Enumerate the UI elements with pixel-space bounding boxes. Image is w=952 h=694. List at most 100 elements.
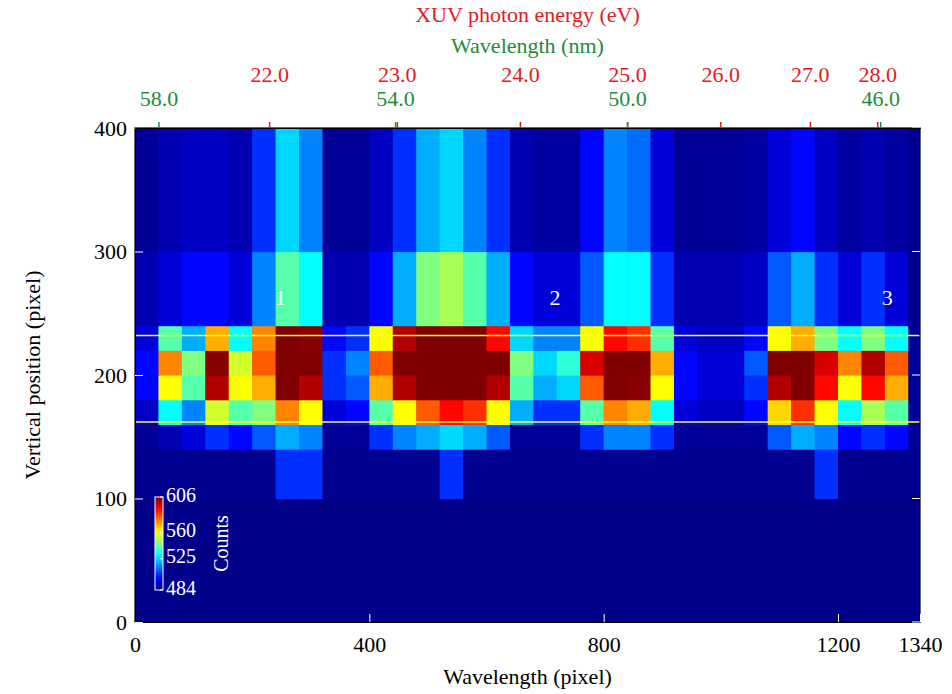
heatmap-cell	[557, 350, 581, 375]
heatmap-cell	[322, 326, 346, 351]
heatmap-cell	[510, 424, 534, 449]
heatmap-cell	[135, 128, 159, 252]
heatmap-cell	[744, 128, 768, 252]
heatmap-cell	[276, 128, 300, 252]
colorbar-title: Counts	[210, 515, 232, 572]
heatmap-cell	[557, 128, 581, 252]
x-tick-label: 0	[130, 632, 141, 657]
heatmap-cell	[322, 350, 346, 375]
heatmap-cell	[322, 375, 346, 400]
heatmap-cell	[416, 449, 440, 499]
heatmap-cell	[393, 424, 417, 449]
heatmap-cell	[393, 375, 417, 400]
colorbar-tick-label: 560	[166, 519, 196, 541]
heatmap-cell	[486, 350, 510, 375]
heatmap-cell	[744, 350, 768, 375]
heatmap-cell	[393, 252, 417, 327]
heatmap-cell	[158, 424, 182, 449]
top-tick-label: 28.0	[858, 62, 897, 87]
heatmap-cell	[533, 350, 557, 375]
heatmap-cell	[346, 326, 370, 351]
heatmap-cell	[346, 449, 370, 499]
heatmap-cell	[721, 499, 745, 623]
top-tick: 58.0	[140, 86, 179, 128]
heatmap-cell	[510, 252, 534, 327]
heatmap-cell	[346, 350, 370, 375]
heatmap-cell	[346, 252, 370, 327]
heatmap-cell	[697, 375, 721, 400]
heatmap-cell	[158, 252, 182, 327]
heatmap-cell	[580, 499, 604, 623]
heatmap-cell	[861, 449, 885, 499]
heatmap-cell	[440, 128, 464, 252]
top-axis-line	[136, 128, 921, 129]
heatmap-cell	[135, 326, 159, 351]
heatmap-cell	[885, 326, 909, 351]
x-tick-mark	[604, 614, 605, 622]
heatmap-cell	[908, 449, 920, 499]
heatmap-cell	[440, 424, 464, 449]
heatmap-cell	[744, 424, 768, 449]
heatmap-cell	[697, 499, 721, 623]
heatmap-cell	[369, 350, 393, 375]
heatmap-cell	[838, 128, 862, 252]
heatmap-cell	[416, 252, 440, 327]
colorbar-tick-label: 525	[166, 545, 196, 567]
heatmap-cell	[533, 424, 557, 449]
heatmap-cell	[299, 350, 323, 375]
heatmap-cell	[369, 499, 393, 623]
heatmap-cell	[838, 252, 862, 327]
heatmap-cell	[885, 499, 909, 623]
heatmap-cell	[908, 128, 920, 252]
heatmap-cell	[252, 449, 276, 499]
annotation: 3	[882, 285, 893, 310]
heatmap-cell	[721, 449, 745, 499]
x-tick: 800	[588, 614, 621, 657]
heatmap-cell	[182, 375, 206, 400]
x-tick: 400	[353, 614, 386, 657]
heatmap-cell	[651, 252, 675, 327]
annotation: 2	[550, 285, 561, 310]
heatmap-cell	[744, 499, 768, 623]
heatmap-cell	[229, 424, 253, 449]
heatmap-cell	[182, 424, 206, 449]
heatmap-cell	[744, 252, 768, 327]
heatmap-cell	[510, 375, 534, 400]
heatmap-cell	[674, 128, 698, 252]
heatmap-cell	[697, 326, 721, 351]
heatmap-cell	[205, 375, 229, 400]
heatmap-cell	[393, 449, 417, 499]
heatmap-cell	[533, 128, 557, 252]
top-tick-mark	[627, 122, 629, 128]
y-tick-mark	[135, 622, 143, 623]
heatmap-cell	[182, 350, 206, 375]
heatmap-cell	[533, 449, 557, 499]
heatmap-cell	[674, 375, 698, 400]
heatmap-cell	[604, 375, 628, 400]
colorbar	[155, 497, 163, 590]
heatmap-cell	[486, 499, 510, 623]
heatmap-cell	[908, 424, 920, 449]
heatmap-cell	[908, 499, 920, 623]
heatmap-cell	[791, 375, 815, 400]
heatmap-cell	[557, 326, 581, 351]
heatmap-cell	[486, 449, 510, 499]
heatmap-cell	[885, 128, 909, 252]
heatmap-cell	[205, 128, 229, 252]
heatmap-cell	[135, 424, 159, 449]
chart: 040080012001340010020030040022.023.024.0…	[0, 0, 952, 694]
y-tick-mark	[135, 375, 143, 376]
x-tick-mark	[369, 614, 370, 622]
y-tick-mark-right	[912, 251, 920, 252]
heatmap-cell	[229, 128, 253, 252]
heatmap-cell	[299, 449, 323, 499]
x-axis: 040080012001340	[130, 614, 943, 657]
top-tick-mark	[880, 122, 882, 128]
heatmap-cell	[627, 350, 651, 375]
top-tick-mark	[269, 122, 271, 128]
heatmap-cell	[674, 449, 698, 499]
heatmap-cell	[416, 375, 440, 400]
heatmap-cell	[697, 449, 721, 499]
heatmap-cell	[697, 252, 721, 327]
heatmap-cell	[252, 424, 276, 449]
